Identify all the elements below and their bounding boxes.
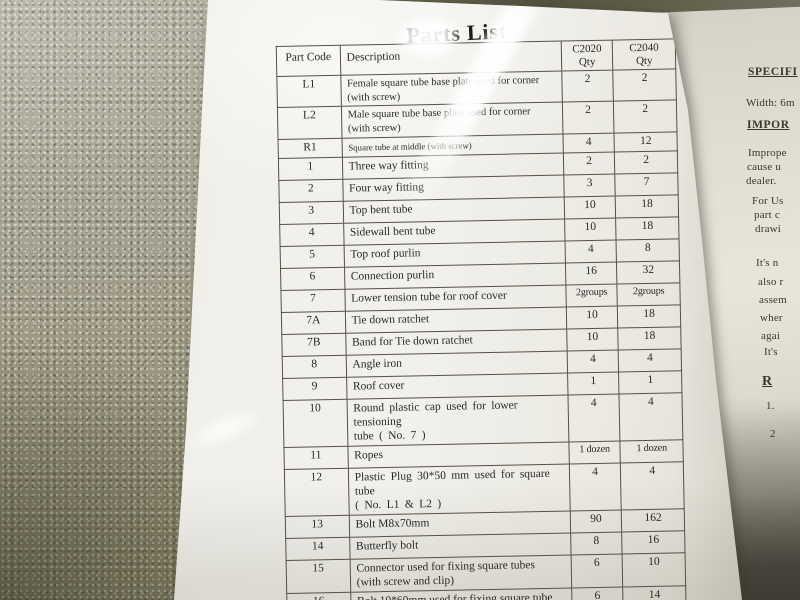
c2020-qty-cell: 3 [563,173,616,197]
c2040-qty-cell: 16 [621,530,686,554]
c2040-qty-cell: 1 [618,370,682,394]
c2020-qty-cell: 10 [564,217,617,241]
c2040-qty-cell: 18 [618,326,682,350]
part-code-cell: 7 [280,288,345,313]
c2020-qty-cell: 16 [565,261,618,285]
c2040-qty-cell: 10 [622,552,686,587]
part-code-cell: 6 [280,266,345,291]
header-description: Description [339,41,562,76]
part-code-cell: 8 [282,354,347,379]
header-c2020-qty: C2020 Qty [561,40,614,72]
part-code-cell: 14 [285,537,350,561]
description-cell: Round plastic cap used for lower tension… [346,394,569,446]
c2040-qty-cell: 2 [613,68,677,102]
c2040-qty-cell: 7 [615,172,679,196]
parts-table-body: L1 Female square tube base plate used fo… [276,68,687,600]
c2040-qty-cell: 1 dozen [620,439,684,463]
c2040-qty-cell: 18 [615,194,679,218]
header-qty-label: Qty [635,54,653,67]
part-code-cell: 4 [279,222,344,247]
c2020-qty-cell: 4 [567,393,621,442]
part-code-cell: 3 [279,200,344,225]
c2020-qty-cell: 90 [570,509,622,533]
header-qty-label: Qty [578,55,596,68]
part-code-cell: 7B [281,332,346,357]
part-code-cell: 2 [278,178,343,203]
header-c2040-qty: C2040 Qty [612,38,676,71]
part-code-cell: 16 [286,591,351,600]
c2020-qty-cell: 10 [566,327,619,351]
part-code-cell: 5 [280,244,345,269]
description-cell: Male square tube base plate used for cor… [341,102,563,138]
c2020-qty-cell: 2 [563,151,616,175]
c2020-qty-cell: 4 [562,132,615,153]
c2040-qty-cell: 18 [615,216,680,240]
part-code-cell: 12 [284,467,349,517]
header-part-code: Part Code [276,45,341,77]
c2020-qty-cell: 8 [570,531,623,555]
c2040-qty-cell: 2 [614,150,678,174]
c2040-qty-cell: 4 [619,392,683,441]
c2020-qty-cell: 1 dozen [568,440,621,464]
description-cell: Plastic Plug 30*50 mm used for square tu… [347,463,571,516]
c2040-qty-cell: 2 [613,100,677,133]
c2020-qty-cell: 4 [569,462,622,511]
c2020-qty-cell: 2 [561,70,614,103]
c2040-qty-cell: 32 [616,260,680,284]
c2020-qty-cell: 4 [564,239,617,263]
c2040-qty-cell: 4 [620,461,685,510]
c2020-qty-cell: 2groups [565,283,618,307]
c2020-qty-cell: 4 [566,349,619,373]
c2040-qty-cell: 18 [617,304,681,328]
header-c2040: C2040 [629,41,659,55]
c2040-qty-cell: 12 [614,131,678,152]
c2020-qty-cell: 1 [567,371,620,395]
part-code-cell: 10 [283,398,348,448]
parts-table: Part Code Description C2020 Qty C2040 Qty … [276,38,687,600]
c2040-qty-cell: 2groups [617,282,681,306]
part-code-cell: 13 [285,515,350,539]
c2040-qty-cell: 8 [616,238,680,262]
table-row: 10 Round plastic cap used for lower tens… [283,392,683,448]
description-cell: Connector used for fixing square tubes (… [349,554,572,592]
c2040-qty-cell: 14 [623,585,687,600]
c2020-qty-cell: 10 [564,195,616,219]
part-code-cell: 11 [283,445,348,470]
c2020-qty-cell: 2 [562,101,615,134]
part-code-cell: 9 [282,376,347,401]
part-code-cell: 1 [278,156,343,181]
part-code-cell: 7A [281,310,346,335]
description-cell: Female square tube base plate used for c… [340,71,563,107]
header-c2020: C2020 [572,42,602,56]
c2020-qty-cell: 6 [571,586,624,600]
c2040-qty-cell: 162 [621,508,685,532]
part-code-cell: L1 [276,75,342,108]
part-code-cell: 15 [286,559,351,594]
part-code-cell: R1 [278,137,343,159]
part-code-cell: L2 [277,106,342,140]
c2040-qty-cell: 4 [618,348,682,372]
table-row: 12 Plastic Plug 30*50 mm used for square… [284,461,685,517]
c2020-qty-cell: 10 [566,305,619,329]
c2020-qty-cell: 6 [570,553,624,588]
